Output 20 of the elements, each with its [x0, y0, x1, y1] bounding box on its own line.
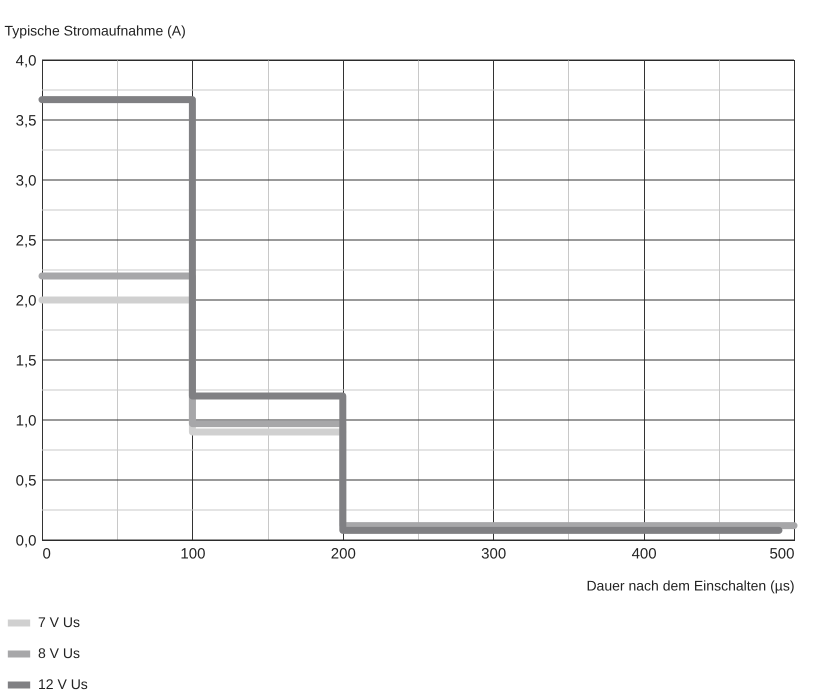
legend-label: 12 V Us [38, 676, 88, 692]
x-axis-title: Dauer nach dem Einschalten (µs) [586, 578, 794, 594]
y-tick-label: 3,5 [16, 112, 36, 130]
y-tick-label: 1,0 [16, 412, 36, 430]
y-axis-title: Typische Stromaufnahme (A) [4, 22, 186, 38]
x-tick-label: 0 [42, 546, 51, 562]
x-tick-label: 200 [330, 546, 356, 562]
y-tick-label: 3,0 [16, 172, 36, 190]
x-tick-label: 500 [769, 546, 794, 562]
y-tick-label: 0,0 [16, 532, 36, 550]
y-tick-label: 2,5 [16, 232, 36, 250]
y-tick-label: 4,0 [16, 52, 36, 70]
x-tick-label: 400 [632, 546, 657, 562]
legend-label: 7 V Us [38, 614, 80, 630]
x-tick-label: 300 [481, 546, 506, 562]
y-tick-label: 1,5 [16, 352, 36, 370]
y-tick-label: 2,0 [16, 292, 36, 310]
y-tick-label: 0,5 [16, 472, 36, 490]
legend-label: 8 V Us [38, 645, 80, 661]
x-tick-label: 100 [180, 546, 206, 562]
